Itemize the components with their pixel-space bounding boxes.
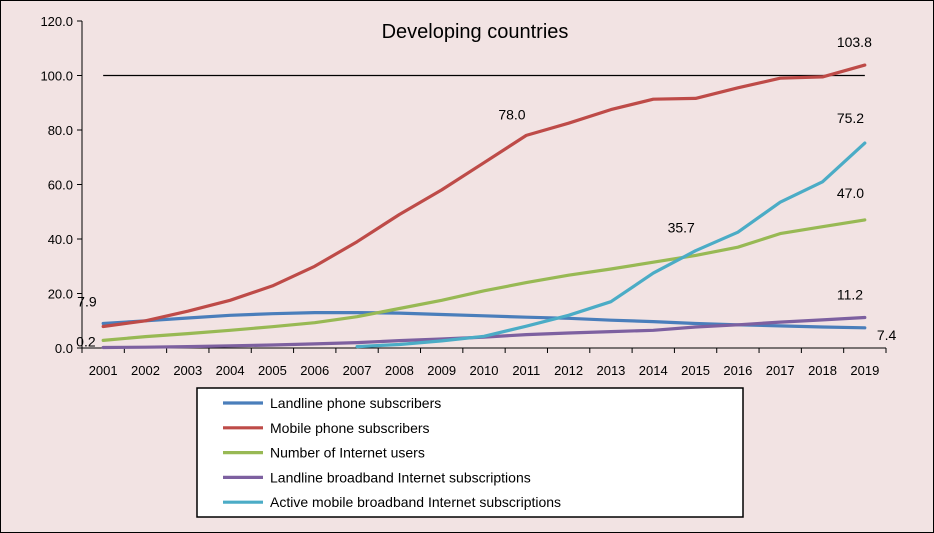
axes: 0.0 20.0 40.0 60.0 80.0 100.0 120.0 2001 2002 200… (40, 14, 887, 378)
x-tick-label: 2014 (639, 363, 668, 378)
x-tick-label: 2007 (343, 363, 372, 378)
y-tick-label: 120.0 (40, 14, 73, 29)
data-labels: 103.8 78.0 75.2 47.0 35.7 11.2 7.4 7.9 0.2 (76, 34, 896, 349)
legend-label-0: Landline phone subscribers (270, 395, 441, 411)
y-tick-label: 20.0 (48, 287, 73, 302)
legend-label-3: Landline broadband Internet subscription… (270, 469, 531, 485)
data-label: 75.2 (837, 110, 864, 126)
y-tick-label: 80.0 (48, 123, 73, 138)
series-line-4 (355, 141, 867, 349)
legend-label-4: Active mobile broadband Internet subscri… (270, 494, 561, 510)
y-tick-label: 60.0 (48, 178, 73, 193)
series-line-1 (101, 63, 867, 329)
data-label: 0.2 (76, 333, 96, 349)
legend-label-1: Mobile phone subscribers (270, 420, 430, 436)
x-tick-label: 2015 (681, 363, 710, 378)
x-tick-label: 2008 (385, 363, 414, 378)
x-tick-label: 2002 (131, 363, 160, 378)
series-lines (101, 63, 867, 350)
chart-title: Developing countries (382, 21, 569, 43)
legend-box (196, 387, 744, 518)
x-tick-label: 2012 (554, 363, 583, 378)
x-tick-label: 2006 (300, 363, 329, 378)
x-tick-label: 2004 (216, 363, 245, 378)
data-label: 7.4 (877, 327, 897, 343)
data-label: 78.0 (498, 106, 525, 122)
x-tick-label: 2016 (723, 363, 752, 378)
data-label: 35.7 (668, 220, 695, 236)
data-label: 11.2 (837, 286, 863, 302)
x-tick-label: 2017 (766, 363, 795, 378)
x-tick-label: 2009 (427, 363, 456, 378)
series-line-2 (101, 218, 867, 342)
x-tick-label: 2003 (173, 363, 202, 378)
data-label: 103.8 (837, 34, 872, 50)
data-label: 47.0 (837, 185, 864, 201)
x-tick-label: 2013 (596, 363, 625, 378)
x-tick-label: 2001 (89, 363, 118, 378)
y-tick-label: 40.0 (48, 232, 73, 247)
x-tick-label: 2018 (808, 363, 837, 378)
data-label: 7.9 (77, 293, 97, 309)
y-tick-label: 0.0 (55, 341, 73, 356)
x-tick-label: 2011 (512, 363, 540, 378)
x-tick-label: 2005 (258, 363, 287, 378)
x-tick-label: 2010 (470, 363, 499, 378)
legend-label-2: Number of Internet users (270, 445, 425, 461)
legend: Landline phone subscribers Mobile phone s… (196, 387, 744, 518)
y-tick-label: 100.0 (40, 69, 73, 84)
x-tick-label: 2019 (850, 363, 879, 378)
